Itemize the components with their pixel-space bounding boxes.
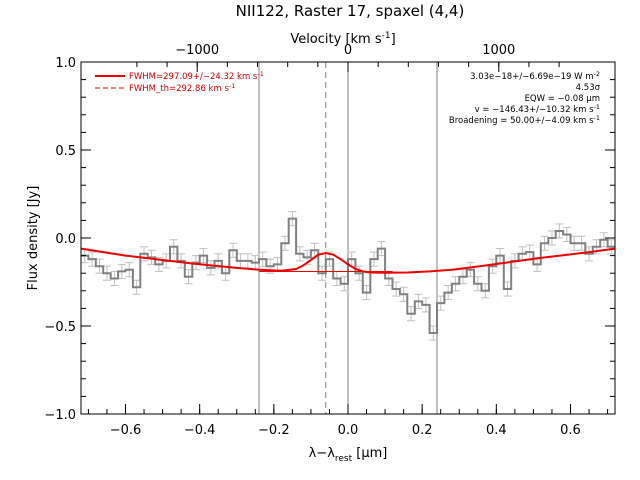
top-tick-label: 1000	[482, 43, 515, 58]
y-tick-label: 0.0	[55, 232, 76, 247]
annotation-sigma: 4.53σ	[576, 83, 601, 93]
y-tick-label: −0.5	[44, 320, 76, 335]
annotation-broadening: Broadening = 50.00+/−4.09 km s-1	[449, 114, 600, 126]
legend-entry-fwhm-th-text: FWHM_th=292.86 km s	[129, 84, 229, 94]
x-tick-label: −0.4	[184, 423, 216, 438]
x-tick-label: −0.6	[110, 423, 142, 438]
x-tick-label: 0.4	[486, 423, 507, 438]
top-axis-title-end: ]	[391, 32, 396, 47]
legend-entry-fwhm-th: FWHM_th=292.86 km s-1	[129, 82, 235, 94]
annotation-broadening-text: Broadening = 50.00+/−4.09 km s	[449, 116, 594, 126]
x-axis-title-main: λ−λ	[309, 446, 336, 461]
chart-title: NII122, Raster 17, spaxel (4,4)	[236, 2, 465, 20]
legend-entry-fwhm: FWHM=297.09+/−24.32 km s-1	[129, 70, 264, 82]
x-axis-title-sub: rest	[335, 454, 353, 464]
annotation-eqw: EQW = −0.08 μm	[525, 94, 600, 104]
y-tick-label: −1.0	[44, 408, 76, 423]
fit-annotations: 3.03e−18+/−6.69e−19 W m-2 4.53σ EQW = −0…	[449, 70, 601, 126]
top-axis-title-main: Velocity [km s	[290, 32, 382, 47]
top-axis-title-sup: -1	[382, 31, 391, 41]
annotation-line-flux: 3.03e−18+/−6.69e−19 W m-2	[470, 70, 600, 82]
top-tick-label: −1000	[175, 43, 219, 58]
fit-curve	[80, 247, 616, 274]
x-tick-label: 0.0	[338, 423, 359, 438]
annotation-flux-text: 3.03e−18+/−6.69e−19 W m	[470, 72, 593, 82]
x-tick-label: 0.6	[560, 423, 581, 438]
legend: FWHM=297.09+/−24.32 km s-1 FWHM_th=292.8…	[95, 70, 264, 94]
fit-series	[80, 247, 616, 274]
legend-entry-fwhm-th-sup: -1	[229, 82, 235, 90]
y-axis-title: Flux density [Jy]	[26, 186, 41, 291]
x-tick-label: −0.2	[258, 423, 290, 438]
annotation-velocity: v = −146.43+/−10.32 km s-1	[475, 103, 600, 115]
y-tick-label: 1.0	[55, 56, 76, 71]
annotation-broadening-sup: -1	[594, 114, 600, 122]
annotation-velocity-sup: -1	[594, 103, 600, 111]
x-tick-label: 0.2	[412, 423, 433, 438]
annotation-flux-sup: -2	[594, 70, 600, 78]
y-tick-label: 0.5	[55, 144, 76, 159]
top-tick-label: 0	[344, 43, 352, 58]
reference-lines	[258, 62, 438, 414]
legend-entry-fwhm-sup: -1	[257, 70, 263, 78]
annotation-velocity-text: v = −146.43+/−10.32 km s	[475, 105, 594, 115]
x-axis-title-unit: [μm]	[352, 446, 387, 461]
x-axis-title: λ−λrest [μm]	[309, 446, 388, 464]
legend-entry-fwhm-text: FWHM=297.09+/−24.32 km s	[129, 72, 258, 82]
axes: −0.6 −0.4 −0.2 0.0 0.2 0.4 0.6 −1.0 −0.5 0.0 0.5 1.…	[44, 43, 616, 438]
top-axis-title: Velocity [km s-1]	[290, 31, 395, 47]
